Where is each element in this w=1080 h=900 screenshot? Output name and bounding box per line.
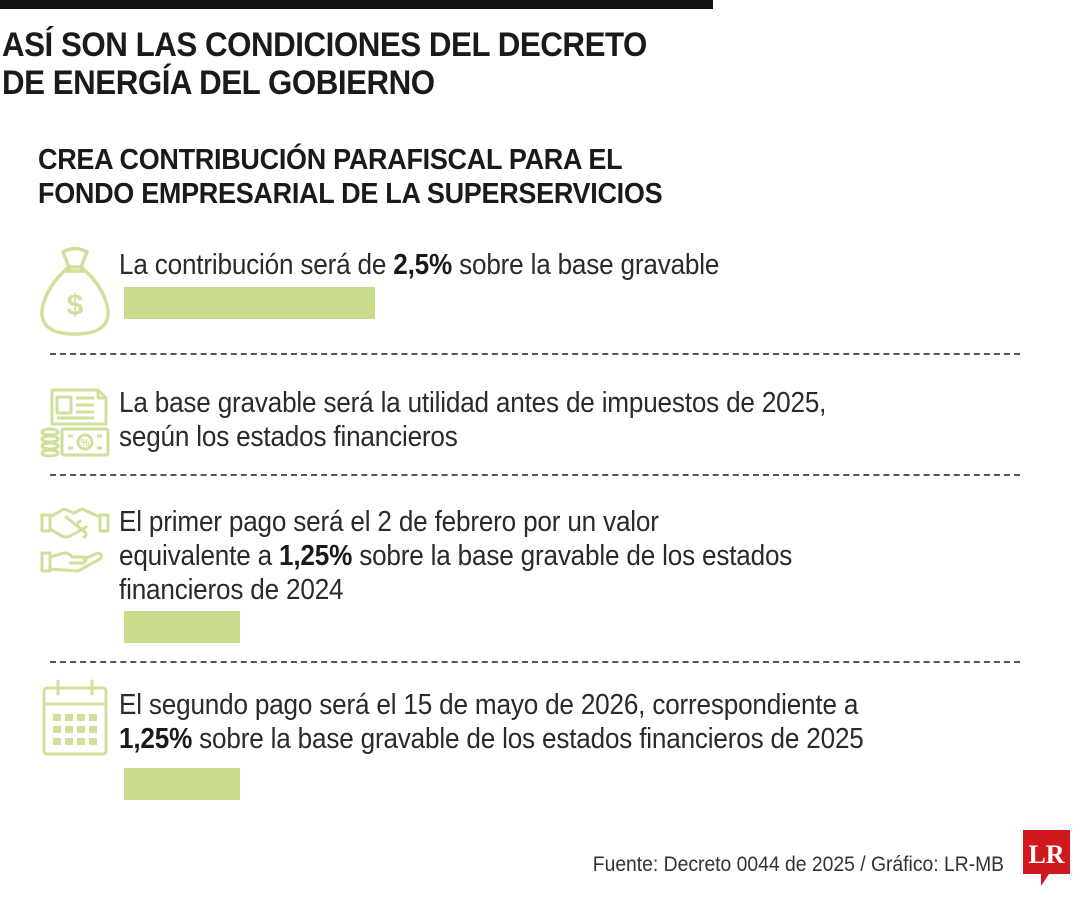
item-1-percent: 2,5% (393, 249, 453, 281)
item-4-percent: 1,25% (119, 723, 193, 755)
svg-text:%: % (81, 438, 90, 449)
item-2-text: La base gravable será la utilidad antes … (119, 387, 827, 453)
svg-text:$: $ (67, 289, 84, 322)
dashed-divider-3 (50, 661, 1020, 663)
title-line-1: ASÍ SON LAS CONDICIONES DEL DECRETO (2, 26, 647, 64)
value-bar-2-5 (124, 287, 375, 319)
item-1-text: La contribución será de 2,5% sobre la ba… (119, 249, 720, 281)
top-rule (0, 0, 713, 9)
dashed-divider-2 (50, 474, 1020, 476)
item-3-percent: 1,25% (279, 540, 353, 572)
value-bar-1-25-second (124, 768, 240, 800)
value-bar-1-25-first (124, 611, 240, 643)
item-3-text: El primer pago será el 2 de febrero por … (119, 506, 793, 606)
subtitle-line-2: FONDO EMPRESARIAL DE LA SUPERSERVICIOS (38, 178, 663, 210)
lr-logo-text: LR (1028, 840, 1064, 869)
handshake-payment-icon (40, 507, 110, 573)
item-4-text: El segundo pago será el 15 de mayo de 20… (119, 689, 864, 755)
title-line-2: DE ENERGÍA DEL GOBIERNO (2, 64, 435, 102)
calendar-icon (42, 679, 108, 756)
dashed-divider-1 (50, 353, 1020, 355)
subtitle-line-1: CREA CONTRIBUCIÓN PARAFISCAL PARA EL (38, 144, 623, 176)
section-subtitle: CREA CONTRIBUCIÓN PARAFISCAL PARA EL FON… (38, 143, 663, 211)
source-credit: Fuente: Decreto 0044 de 2025 / Gráfico: … (592, 853, 1004, 876)
page-title: ASÍ SON LAS CONDICIONES DEL DECRETO DE E… (2, 26, 647, 102)
lr-logo: LR (1023, 830, 1070, 886)
financial-statements-icon: % (40, 388, 110, 458)
money-bag-icon: $ (40, 246, 110, 336)
